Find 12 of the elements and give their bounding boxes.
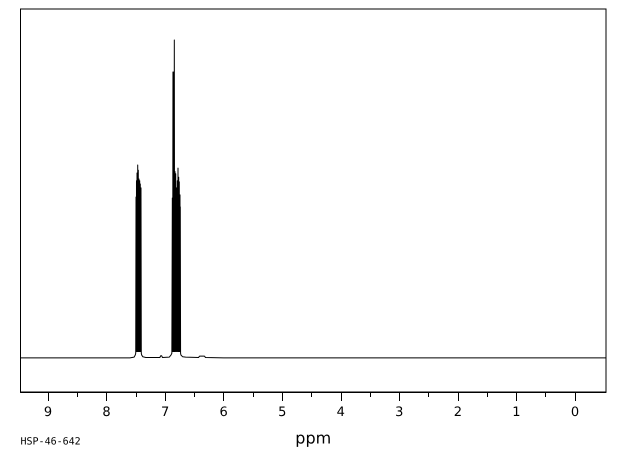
x-tick-label: 4 (336, 405, 345, 420)
text: HSP-46-642 (20, 436, 81, 448)
x-tick-label: 3 (395, 405, 404, 420)
x-tick-label: 8 (102, 405, 111, 420)
x-tick-label: 7 (160, 405, 170, 420)
x-tick-label: 0 (570, 405, 580, 420)
x-tick-label: 5 (278, 405, 286, 420)
x-tick-label: 6 (220, 405, 228, 420)
x-tick-label: 1 (512, 405, 521, 420)
x-tick-label: 2 (454, 405, 462, 420)
x-axis-title: ppm (295, 428, 332, 448)
x-tick-label: 9 (44, 405, 52, 420)
